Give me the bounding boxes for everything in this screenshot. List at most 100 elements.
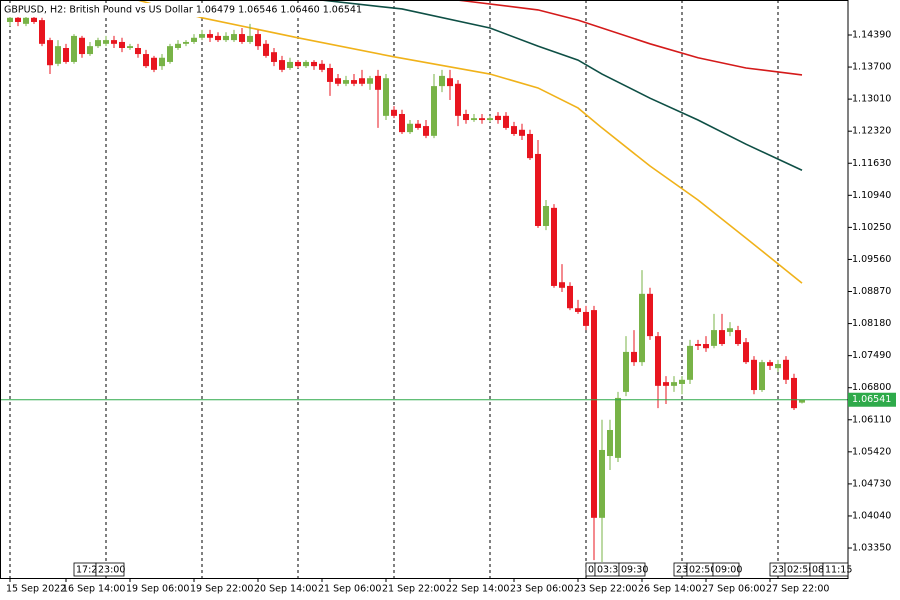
candle-body <box>599 449 605 518</box>
candle-body <box>447 78 453 87</box>
candle-body <box>639 293 645 363</box>
candle-body <box>151 57 157 70</box>
time-marker: 23: <box>676 565 691 576</box>
chart-title: GBPUSD, H2: British Pound vs US Dollar 1… <box>4 5 362 16</box>
moving-averages <box>137 0 803 284</box>
moving-average <box>321 0 803 171</box>
candle-body <box>471 118 477 121</box>
candle-body <box>23 17 29 24</box>
candle-body <box>655 336 661 386</box>
candle-body <box>31 17 37 22</box>
candle-body <box>7 17 13 22</box>
candle-body <box>287 61 293 68</box>
y-tick-label: 1.09560 <box>852 254 891 265</box>
time-marker: 08 <box>812 565 824 576</box>
candle-body <box>119 41 125 49</box>
candle-body <box>511 126 517 134</box>
candle-body <box>567 285 573 309</box>
candle-body <box>463 113 469 121</box>
candle-body <box>767 362 773 366</box>
candle-body <box>495 115 501 121</box>
y-tick-label: 1.03350 <box>852 543 891 554</box>
candle-body <box>335 78 341 84</box>
candle-body <box>191 37 197 42</box>
time-marker: 23: <box>772 565 787 576</box>
time-marker-box <box>618 562 646 577</box>
candle-body <box>271 52 277 62</box>
candle-body <box>47 40 53 66</box>
y-tick-label: 1.07490 <box>852 350 891 361</box>
candle-body <box>111 40 117 44</box>
candle-body <box>375 75 381 90</box>
time-marker: 09:30 <box>621 565 648 576</box>
y-tick-label: 1.12320 <box>852 126 891 137</box>
x-tick-label: 19 Sep 06:00 <box>126 584 189 595</box>
candle-body <box>15 17 21 22</box>
candle-body <box>663 382 669 386</box>
candle-body <box>527 133 533 159</box>
candle-body <box>407 123 413 133</box>
time-marker: 0 <box>588 565 594 576</box>
candles <box>7 12 805 562</box>
candle-body <box>487 118 493 121</box>
x-tick-label: 15 Sep 2022 <box>6 584 66 595</box>
candle-body <box>399 113 405 133</box>
title-bg <box>2 3 336 17</box>
candle-body <box>479 118 485 121</box>
candle-body <box>727 328 733 332</box>
candle-body <box>351 80 357 84</box>
x-tick-label: 19 Sep 22:00 <box>190 584 253 595</box>
candle-body <box>783 359 789 380</box>
y-tick-label: 1.11630 <box>852 158 891 169</box>
candle-body <box>103 40 109 44</box>
candle-body <box>175 43 181 49</box>
candle-body <box>791 377 797 409</box>
candle-body <box>39 20 45 44</box>
candle-body <box>775 364 781 369</box>
candle-body <box>223 35 229 41</box>
x-tick-label: 23 Sep 06:00 <box>510 584 573 595</box>
candle-body <box>711 330 717 346</box>
candle-body <box>159 57 165 67</box>
candle-body <box>255 34 261 47</box>
y-tick-label: 1.08870 <box>852 286 891 297</box>
candle-body <box>679 379 685 384</box>
candle-body <box>127 46 133 49</box>
candle-body <box>143 54 149 67</box>
y-tick-label: 1.06800 <box>852 382 891 393</box>
candle-body <box>695 344 701 346</box>
y-tick-label: 1.06110 <box>852 414 891 425</box>
x-tick-label: 20 Sep 14:00 <box>254 584 317 595</box>
candle-body <box>519 129 525 136</box>
candle-body <box>743 342 749 363</box>
candle-body <box>95 40 101 47</box>
x-tick-label: 26 Sep 14:00 <box>638 584 701 595</box>
time-marker: 02:50 <box>787 565 814 576</box>
time-marker-box <box>712 562 740 577</box>
bid-label-bg <box>848 392 896 407</box>
candle-body <box>71 35 77 62</box>
candle-body <box>703 344 709 349</box>
candle-body <box>343 80 349 84</box>
candle-body <box>183 41 189 44</box>
candle-body <box>455 83 461 116</box>
candle-body <box>543 206 549 226</box>
plot-frame <box>0 0 849 579</box>
candle-body <box>431 86 437 136</box>
time-marker-box <box>822 562 849 577</box>
candle-body <box>751 359 757 391</box>
moving-average <box>137 0 803 284</box>
candle-body <box>671 382 677 386</box>
candle-body <box>359 78 365 84</box>
candle-body <box>799 399 805 403</box>
time-marker-box <box>95 562 125 577</box>
candle-body <box>583 311 589 326</box>
candle-body <box>439 75 445 87</box>
candle-body <box>63 48 69 62</box>
candle-body <box>687 345 693 380</box>
y-tick-label: 1.14390 <box>852 29 891 40</box>
candle-body <box>167 46 173 62</box>
candle-body <box>247 35 253 42</box>
candle-body <box>423 126 429 136</box>
y-tick-label: 1.08180 <box>852 318 891 329</box>
